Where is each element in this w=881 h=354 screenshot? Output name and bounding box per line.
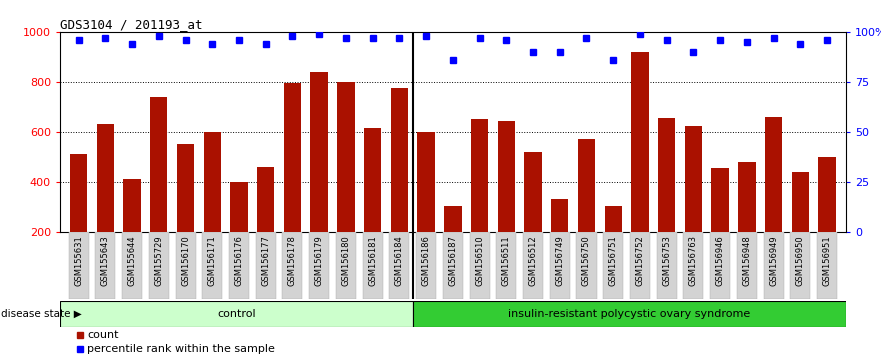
Bar (257, 167, 274, 282)
Text: GSM156752: GSM156752 (635, 235, 644, 286)
Text: GSM156186: GSM156186 (422, 235, 431, 286)
Text: GSM156510: GSM156510 (475, 235, 484, 286)
Bar (576, 232, 596, 299)
Bar (552, 199, 568, 282)
Text: GSM156180: GSM156180 (342, 235, 351, 286)
Bar (284, 83, 301, 282)
Bar (498, 121, 515, 282)
Bar (389, 232, 410, 299)
Text: GSM156187: GSM156187 (448, 235, 457, 286)
Bar (603, 232, 623, 299)
Bar (336, 232, 356, 299)
Bar (418, 132, 435, 282)
Bar (149, 232, 169, 299)
Text: GSM156951: GSM156951 (823, 235, 832, 286)
Bar (310, 72, 328, 282)
Bar (309, 232, 329, 299)
Text: GSM155631: GSM155631 (74, 235, 83, 286)
Bar (177, 144, 194, 282)
Bar (412, 301, 846, 327)
Bar (632, 52, 648, 282)
Bar (123, 179, 141, 282)
Bar (255, 232, 276, 299)
Text: GSM156178: GSM156178 (288, 235, 297, 286)
Bar (470, 232, 490, 299)
Text: GSM156751: GSM156751 (609, 235, 618, 286)
Bar (792, 172, 809, 282)
Bar (337, 82, 355, 282)
Bar (390, 88, 408, 282)
Bar (443, 232, 463, 299)
Bar (737, 232, 757, 299)
Text: GSM156949: GSM156949 (769, 235, 778, 286)
Bar (230, 182, 248, 282)
Bar (764, 232, 783, 299)
Bar (69, 232, 89, 299)
Bar (470, 119, 488, 282)
Text: GSM156184: GSM156184 (395, 235, 403, 286)
Text: GSM155643: GSM155643 (100, 235, 110, 286)
Bar (578, 139, 596, 282)
Text: GSM156950: GSM156950 (796, 235, 805, 286)
Text: GSM155644: GSM155644 (128, 235, 137, 286)
Bar (95, 232, 115, 299)
Bar (523, 232, 543, 299)
Bar (364, 128, 381, 282)
Bar (363, 232, 382, 299)
Bar (496, 232, 516, 299)
Bar (550, 232, 570, 299)
Bar (790, 232, 811, 299)
Text: count: count (87, 330, 119, 340)
Bar (70, 154, 87, 282)
Bar (765, 117, 782, 282)
Bar (175, 232, 196, 299)
Bar (684, 232, 703, 299)
Text: insulin-resistant polycystic ovary syndrome: insulin-resistant polycystic ovary syndr… (508, 309, 751, 319)
Text: GSM156512: GSM156512 (529, 235, 537, 286)
Bar (818, 157, 836, 282)
Text: GSM156170: GSM156170 (181, 235, 190, 286)
Bar (204, 132, 221, 282)
Text: GSM156763: GSM156763 (689, 235, 698, 286)
Bar (630, 232, 650, 299)
Text: GSM156177: GSM156177 (262, 235, 270, 286)
Text: GSM156753: GSM156753 (663, 235, 671, 286)
Bar (712, 168, 729, 282)
Bar (283, 232, 302, 299)
Text: GSM155729: GSM155729 (154, 235, 163, 286)
Text: GSM156948: GSM156948 (743, 235, 751, 286)
Text: disease state ▶: disease state ▶ (1, 309, 82, 319)
Text: GSM156749: GSM156749 (555, 235, 564, 286)
Bar (817, 232, 837, 299)
Bar (203, 232, 222, 299)
Bar (656, 232, 677, 299)
Text: GSM156181: GSM156181 (368, 235, 377, 286)
Bar (658, 118, 676, 282)
Bar (738, 162, 756, 282)
Bar (416, 232, 436, 299)
Bar (229, 232, 249, 299)
Bar (710, 232, 730, 299)
Bar (685, 126, 702, 282)
Bar (60, 301, 412, 327)
Bar (444, 206, 462, 282)
Text: control: control (217, 309, 255, 319)
Text: GSM156750: GSM156750 (582, 235, 591, 286)
Bar (150, 97, 167, 282)
Text: GSM156176: GSM156176 (234, 235, 243, 286)
Bar (604, 206, 622, 282)
Text: GSM156171: GSM156171 (208, 235, 217, 286)
Text: percentile rank within the sample: percentile rank within the sample (87, 344, 275, 354)
Bar (97, 124, 114, 282)
Text: GSM156946: GSM156946 (715, 235, 725, 286)
Text: GSM156511: GSM156511 (502, 235, 511, 286)
Text: GSM156179: GSM156179 (315, 235, 323, 286)
Bar (524, 152, 542, 282)
Text: GDS3104 / 201193_at: GDS3104 / 201193_at (60, 18, 203, 31)
Bar (122, 232, 142, 299)
